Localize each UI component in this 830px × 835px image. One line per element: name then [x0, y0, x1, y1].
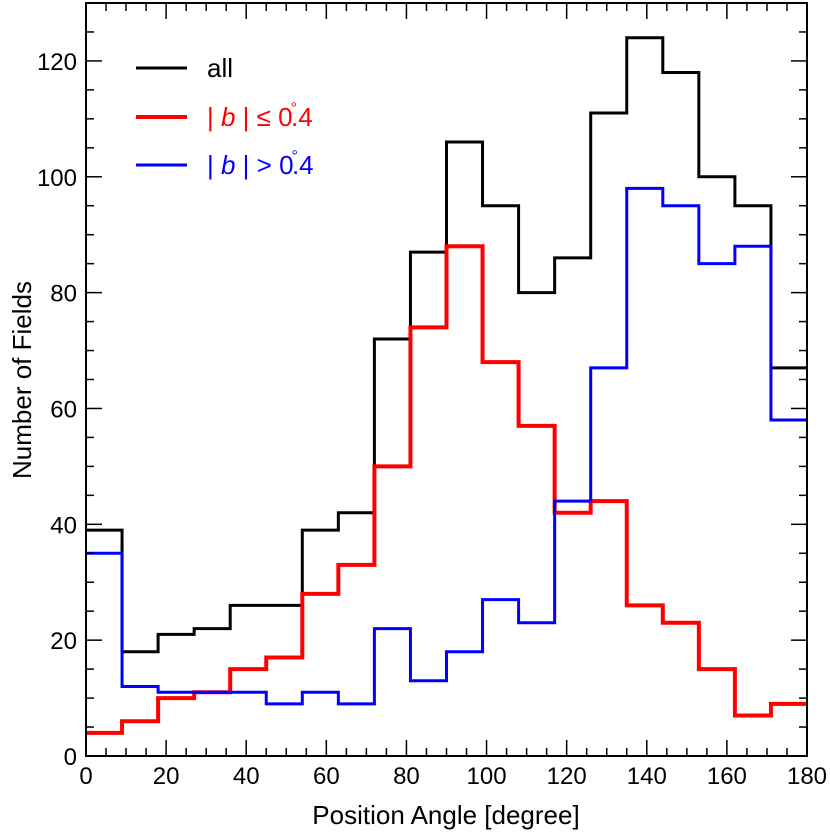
- legend-label-part: |: [207, 102, 221, 132]
- legend-label-part: |: [207, 150, 221, 180]
- x-tick-label: 20: [153, 763, 180, 790]
- legend-label-part: |: [235, 102, 256, 132]
- label-layer: 0 20 40 60 80 100 120 140 160 180 0 20 40 60 80 100 120: [37, 49, 827, 790]
- legend-label-part: all: [207, 53, 233, 83]
- x-tick-label: 180: [787, 763, 827, 790]
- legend-label-1: | b | ≤ 0°.4: [207, 100, 313, 132]
- legend-label-part: °: [292, 148, 298, 165]
- legend-label-part: >: [257, 150, 272, 180]
- series-line-0: [86, 36, 807, 654]
- x-tick-label: 80: [393, 763, 420, 790]
- y-tick-label: 40: [50, 512, 77, 539]
- y-tick-label: 0: [64, 744, 77, 771]
- y-tick-label: 60: [50, 396, 77, 423]
- legend-label-part: b: [221, 150, 235, 180]
- x-tick-label: 60: [313, 763, 340, 790]
- series-line-2: [86, 186, 807, 706]
- x-tick-label: 140: [627, 763, 667, 790]
- y-tick-label: 120: [37, 49, 77, 76]
- legend-label-part: b: [221, 102, 235, 132]
- plot-frame: [85, 2, 808, 757]
- x-tick-label: 0: [79, 763, 92, 790]
- legend-label-part: 0: [271, 102, 293, 132]
- legend-label-part: |: [235, 150, 256, 180]
- x-tick-label: 120: [547, 763, 587, 790]
- x-axis-title: Position Angle [degree]: [312, 800, 579, 830]
- legend-label-part: .4: [291, 102, 313, 132]
- series-layer: [86, 36, 807, 735]
- legend-label-0: all: [207, 53, 233, 83]
- x-tick-label: 160: [707, 763, 747, 790]
- legend: all| b | ≤ 0°.4| b | > 0°.4: [136, 53, 314, 180]
- y-axis-title: Number of Fields: [7, 281, 37, 479]
- y-tick-label: 80: [50, 281, 77, 308]
- legend-label-part: 0: [272, 150, 294, 180]
- y-tick-label: 20: [50, 628, 77, 655]
- legend-label-part: °: [291, 100, 297, 117]
- legend-label-2: | b | > 0°.4: [207, 148, 314, 180]
- legend-label-part: .4: [292, 150, 314, 180]
- y-tick-label: 100: [37, 165, 77, 192]
- x-tick-label: 40: [233, 763, 260, 790]
- x-tick-label: 100: [467, 763, 507, 790]
- legend-label-part: ≤: [257, 102, 271, 132]
